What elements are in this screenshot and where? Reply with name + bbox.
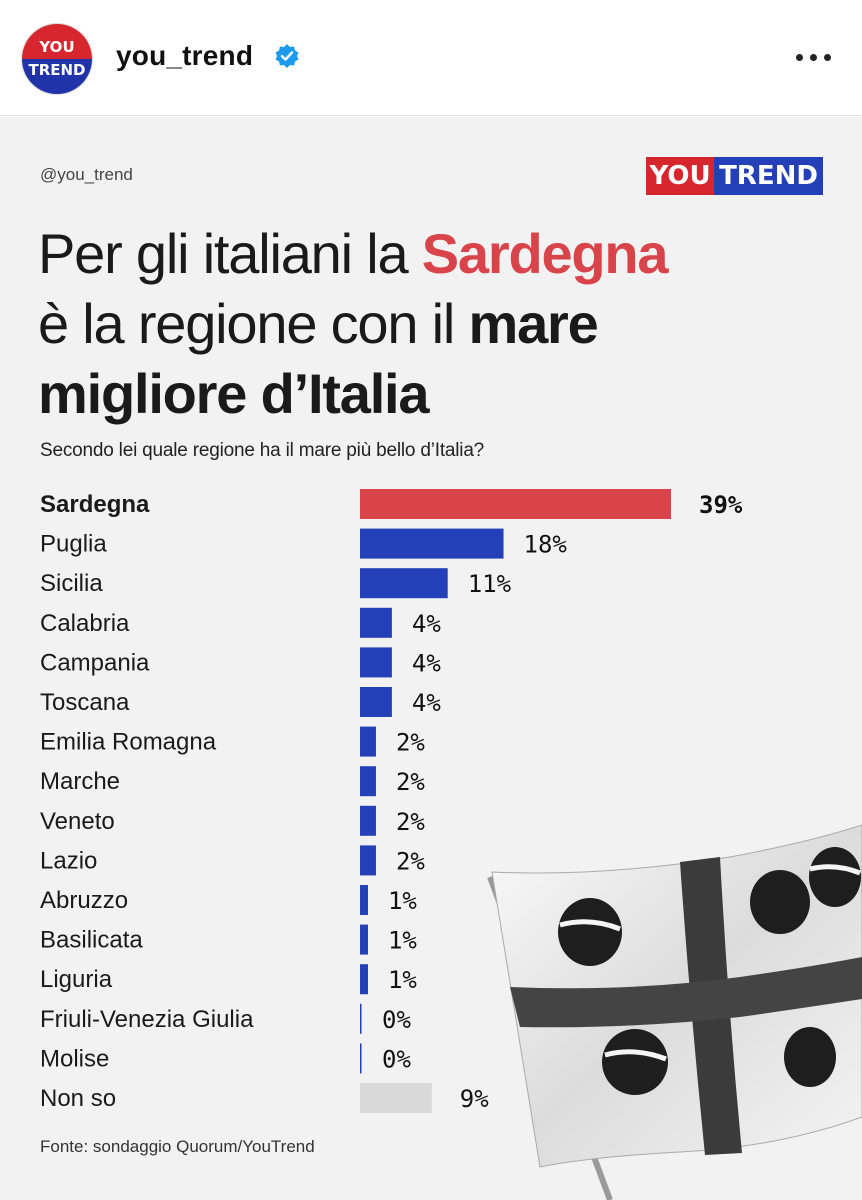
bar — [360, 964, 368, 995]
avatar-text-bottom: TREND — [28, 61, 86, 79]
category-label: Campania — [40, 649, 150, 676]
category-label: Non so — [40, 1085, 116, 1112]
headline-highlight: Sardegna — [421, 222, 669, 285]
bar — [360, 687, 392, 717]
category-label: Veneto — [40, 808, 115, 835]
category-label: Abruzzo — [40, 887, 128, 914]
bar — [360, 607, 392, 638]
bar — [360, 845, 376, 876]
bar — [360, 924, 368, 955]
value-label: 4% — [412, 689, 441, 717]
value-label: 1% — [388, 927, 417, 955]
category-label: Puglia — [40, 531, 107, 558]
bar-chart: Sardegna 39% Puglia 18% Sicilia 11% Calabria 4%… — [40, 489, 743, 1113]
category-label: Marche — [40, 768, 120, 795]
post-image: @you_trend YOU TREND Per gli italiani la… — [0, 117, 862, 1200]
value-label: 18% — [524, 531, 568, 559]
bar — [360, 647, 392, 678]
headline-line-2: è la regione con il mare — [38, 289, 838, 359]
headline-line-3: migliore d’Italia — [38, 362, 430, 425]
bar — [360, 528, 504, 559]
value-label: 4% — [412, 649, 441, 677]
post-header: YOU TREND you_trend — [0, 0, 862, 116]
category-label: Lazio — [40, 847, 97, 874]
category-label: Basilicata — [40, 927, 143, 954]
bar — [360, 726, 376, 757]
headline-text: Per gli italiani la — [38, 222, 422, 285]
category-label: Molise — [40, 1045, 109, 1072]
value-label: 4% — [412, 610, 441, 638]
bar — [360, 568, 448, 599]
bar — [360, 805, 376, 836]
category-label: Liguria — [40, 966, 113, 993]
category-label: Toscana — [40, 689, 130, 716]
value-label: 0% — [382, 1006, 411, 1034]
avatar-text-top: YOU — [39, 38, 75, 56]
headline-bold: mare — [468, 292, 599, 355]
headline-line-1: Per gli italiani la Sardegna — [38, 219, 838, 289]
avatar[interactable]: YOU TREND — [21, 23, 93, 95]
value-label: 11% — [468, 570, 512, 598]
more-options-icon[interactable] — [790, 44, 836, 70]
category-label: Sicilia — [40, 570, 103, 597]
youtrend-logo: YOU TREND — [646, 157, 823, 195]
value-label: 1% — [388, 966, 417, 994]
verified-badge-icon — [275, 44, 299, 68]
username[interactable]: you_trend — [116, 40, 254, 71]
value-label: 2% — [396, 729, 425, 757]
category-label: Sardegna — [40, 491, 150, 518]
chart-subtitle: Secondo lei quale regione ha il mare più… — [40, 440, 485, 461]
bar — [360, 1003, 362, 1034]
value-label: 2% — [396, 808, 425, 836]
bar — [360, 489, 671, 519]
bar — [360, 885, 368, 915]
post-handle: @you_trend — [40, 165, 133, 184]
logo-you: YOU — [646, 157, 714, 195]
value-label: 1% — [388, 887, 417, 915]
bar — [360, 1043, 362, 1074]
category-label: Emilia Romagna — [40, 729, 217, 756]
headline-text: è la regione con il — [38, 292, 469, 355]
bar — [360, 1083, 432, 1113]
logo-trend: TREND — [714, 157, 823, 195]
value-label: 39% — [699, 491, 743, 519]
value-label: 2% — [396, 768, 425, 796]
value-label: 0% — [382, 1045, 411, 1073]
category-label: Calabria — [40, 610, 130, 637]
value-label: 9% — [460, 1085, 489, 1113]
value-label: 2% — [396, 847, 425, 875]
category-label: Friuli-Venezia Giulia — [40, 1006, 254, 1033]
chart-source: Fonte: sondaggio Quorum/YouTrend — [40, 1137, 315, 1156]
bar — [360, 766, 376, 797]
sardinia-flag-image — [487, 824, 862, 1200]
